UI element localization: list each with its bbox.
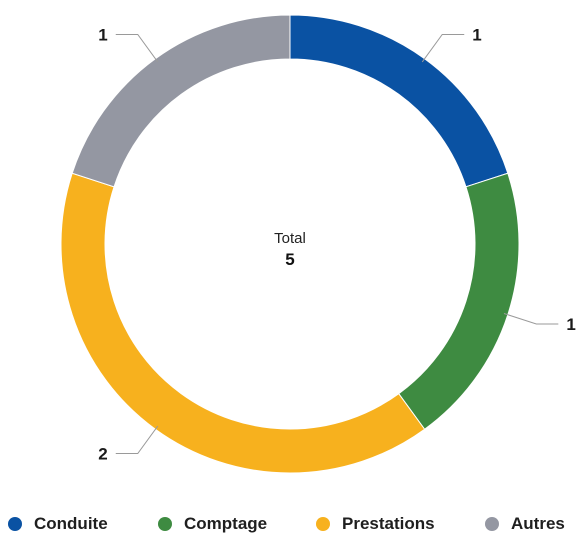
legend-item-autres[interactable]: Autres: [485, 514, 565, 534]
legend: Conduite Comptage Prestations Autres: [0, 514, 580, 536]
legend-dot-icon: [8, 517, 22, 531]
legend-dot-icon: [158, 517, 172, 531]
legend-label: Comptage: [184, 514, 268, 533]
donut-slices: [60, 14, 520, 474]
leader-line: [421, 33, 465, 63]
legend-label: Autres: [511, 514, 565, 533]
slice-autres[interactable]: [71, 14, 291, 188]
legend-label: Prestations: [342, 514, 435, 533]
leader-line: [115, 33, 159, 63]
legend-dot-icon: [485, 517, 499, 531]
leader-line: [115, 425, 159, 455]
data-label: 1: [566, 315, 575, 334]
data-label: 1: [472, 25, 481, 44]
data-label: 1: [98, 25, 107, 44]
center-value: 5: [285, 250, 294, 269]
slice-prestations[interactable]: [60, 172, 426, 474]
leader-lines: [115, 33, 559, 455]
legend-label: Conduite: [34, 514, 108, 533]
data-label: 2: [98, 445, 107, 464]
legend-item-conduite[interactable]: Conduite: [8, 514, 108, 534]
legend-item-prestations[interactable]: Prestations: [316, 514, 435, 534]
slice-comptage[interactable]: [398, 172, 520, 430]
data-labels: 1 1 2 1: [98, 25, 575, 463]
center-label: Total: [274, 230, 306, 247]
leader-line: [503, 313, 559, 325]
legend-item-comptage[interactable]: Comptage: [158, 514, 267, 534]
legend-dot-icon: [316, 517, 330, 531]
